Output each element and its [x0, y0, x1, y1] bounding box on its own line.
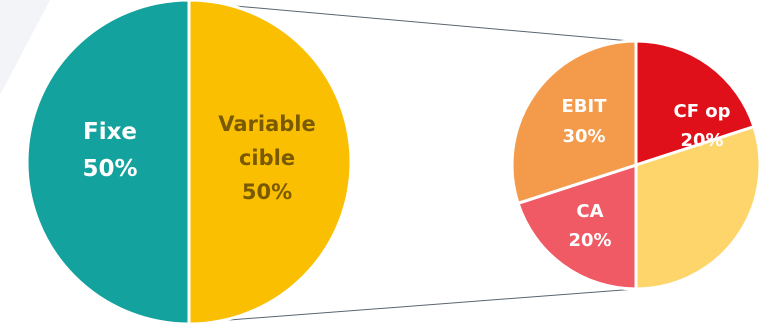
sub-pie-slice-cf-op — [634, 39, 756, 167]
variable-cible-label-line1: Variable — [218, 112, 315, 136]
sub-pie-slice-ca — [516, 163, 638, 291]
variable-cible-value-label: 50% — [242, 180, 292, 204]
secondary-pie — [510, 39, 762, 291]
cf-op-label: CF op — [673, 101, 730, 122]
sub-pie-slice-unlabeled-1 — [634, 125, 762, 291]
variable-cible-label-line2: cible — [239, 146, 295, 170]
fixe-value-label: 50% — [82, 156, 137, 182]
main-pie — [25, 0, 353, 325]
ca-label: CA — [576, 201, 603, 222]
connector-line-top — [189, 1, 643, 43]
cf-op-value-label: 20% — [680, 130, 723, 151]
main-pie-slice-variable-cible — [187, 0, 353, 325]
ebit-value-label: 30% — [562, 126, 605, 147]
connector-line-bottom — [189, 288, 637, 324]
background-accent — [0, 0, 50, 95]
ca-value-label: 20% — [568, 230, 611, 251]
ebit-label: EBIT — [562, 96, 608, 117]
sub-pie-slice-ebit — [510, 39, 638, 205]
fixe-label: Fixe — [83, 119, 137, 145]
main-pie-slice-fixe — [25, 0, 191, 325]
